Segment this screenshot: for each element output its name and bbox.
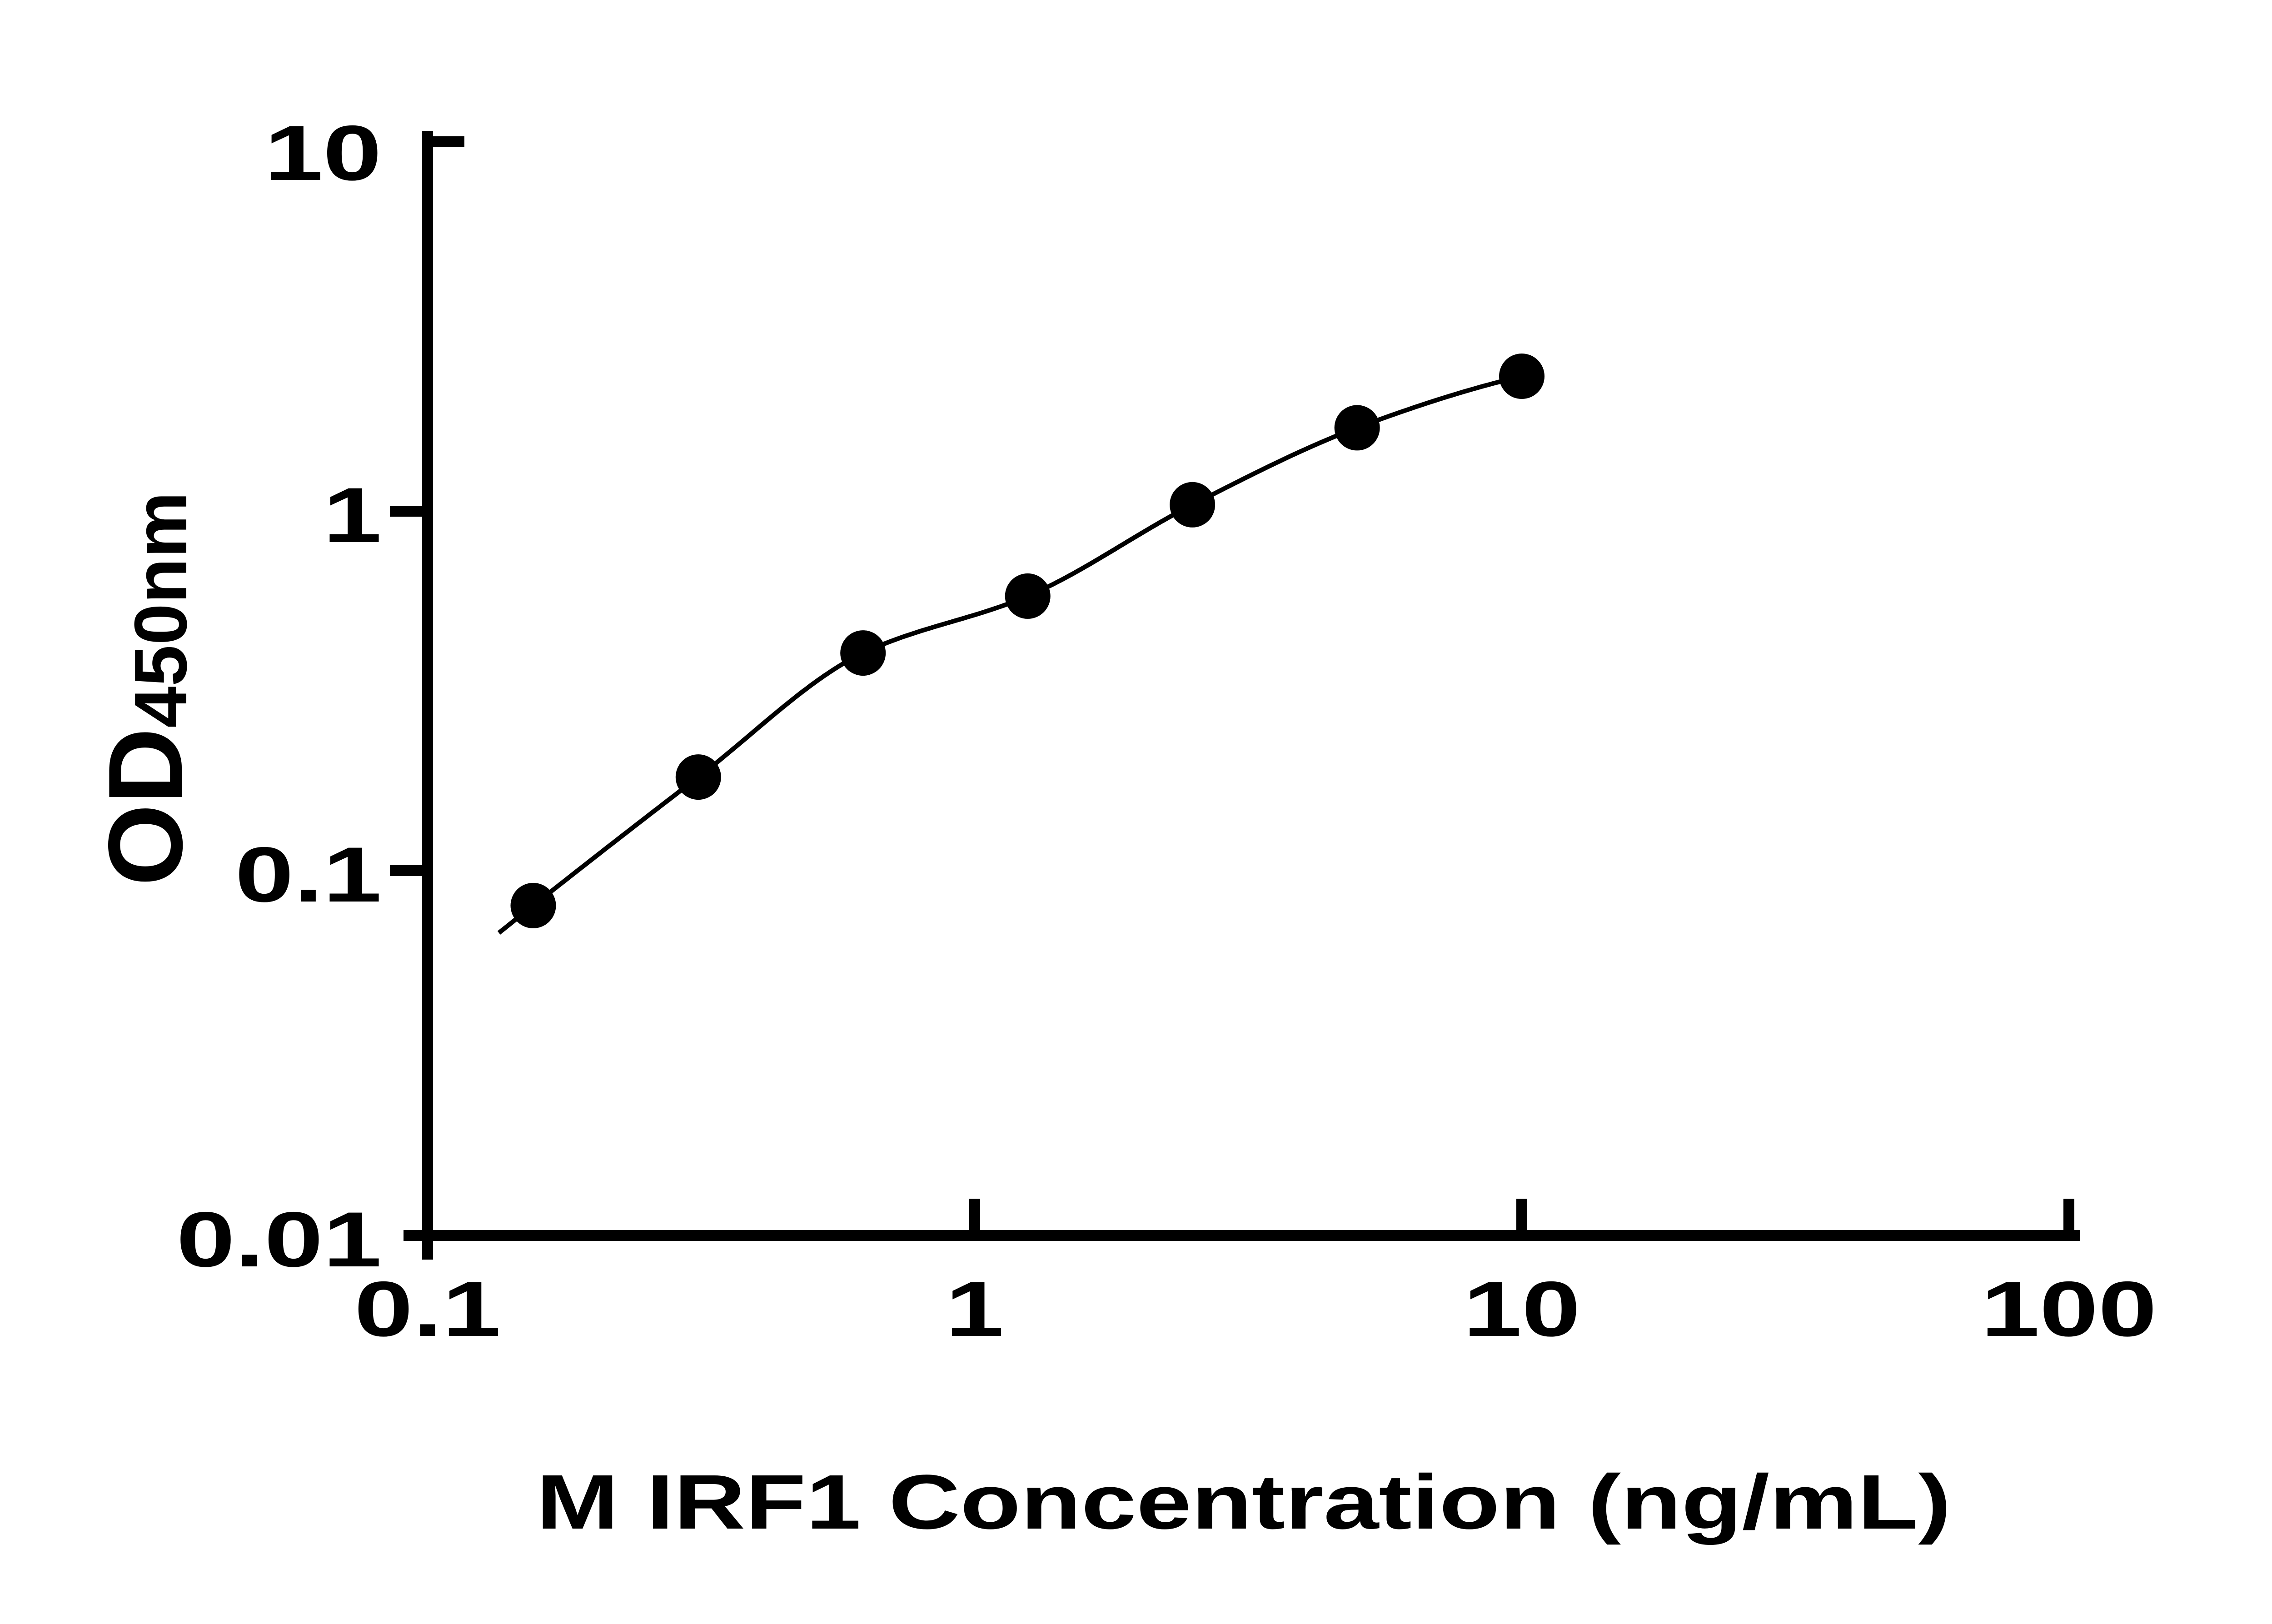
svg-text:10: 10 — [1463, 1265, 1580, 1353]
svg-text:100: 100 — [1981, 1265, 2157, 1353]
svg-text:OD450nm: OD450nm — [87, 492, 204, 886]
svg-text:0.1: 0.1 — [354, 1265, 501, 1353]
svg-text:1: 1 — [323, 472, 382, 559]
svg-text:1: 1 — [945, 1265, 1004, 1353]
svg-text:0.1: 0.1 — [235, 831, 382, 918]
svg-text:M IRF1 Concentration (ng/mL): M IRF1 Concentration (ng/mL) — [536, 1459, 1951, 1545]
svg-text:0.01: 0.01 — [176, 1196, 382, 1283]
svg-text:10: 10 — [264, 110, 382, 197]
